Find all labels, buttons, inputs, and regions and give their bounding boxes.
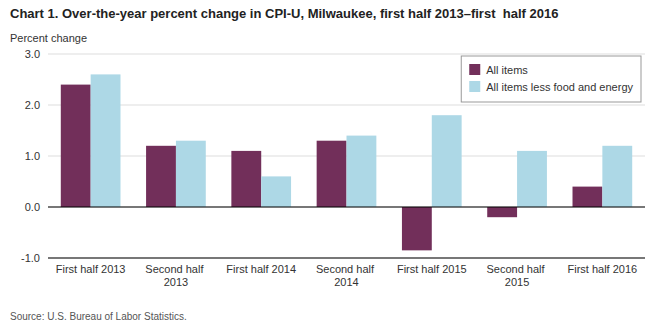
bar	[231, 151, 261, 207]
y-tick-label: 1.0	[25, 150, 40, 162]
x-tick-label: Second half 2014	[316, 263, 377, 288]
bar	[517, 151, 547, 207]
x-tick-label: Second half 2015	[486, 263, 547, 288]
bar	[146, 146, 176, 207]
bar	[176, 141, 206, 207]
y-tick-label: 3.0	[25, 48, 40, 60]
chart: Chart 1. Over-the-year percent change in…	[0, 0, 659, 326]
zero-line	[48, 207, 645, 208]
source: Source: U.S. Bureau of Labor Statistics.	[10, 311, 187, 322]
bar	[261, 176, 291, 207]
y-tick-label: -1.0	[21, 252, 40, 264]
grid-line	[48, 258, 645, 259]
bar	[487, 207, 517, 217]
y-axis-label: Percent change	[10, 32, 87, 44]
x-axis-line	[48, 258, 645, 259]
x-tick-label: First half 2013	[56, 263, 126, 275]
legend-label: All items	[486, 64, 528, 76]
legend-swatch	[469, 81, 480, 92]
x-tick-label: First half 2014	[226, 263, 296, 275]
title: Chart 1. Over-the-year percent change in…	[10, 6, 558, 21]
y-tick-label: 2.0	[25, 99, 40, 111]
bar	[573, 187, 603, 207]
x-tick-label: Second half 2013	[145, 263, 206, 288]
bar	[602, 146, 632, 207]
y-tick-label: 0.0	[25, 201, 40, 213]
bar	[91, 74, 121, 207]
grid-line	[48, 207, 645, 208]
grid-line	[48, 54, 645, 55]
bar	[317, 141, 347, 207]
bar	[402, 207, 432, 250]
grid-line	[48, 105, 645, 106]
bar	[61, 85, 91, 207]
x-tick-label: First half 2015	[397, 263, 467, 275]
legend-box	[461, 56, 641, 102]
bar	[347, 136, 377, 207]
bar	[432, 115, 462, 207]
legend: All items All items less food and energy	[469, 64, 633, 93]
x-tick-label: First half 2016	[568, 263, 638, 275]
legend-label: All items less food and energy	[486, 81, 633, 93]
legend-swatch	[469, 64, 480, 75]
